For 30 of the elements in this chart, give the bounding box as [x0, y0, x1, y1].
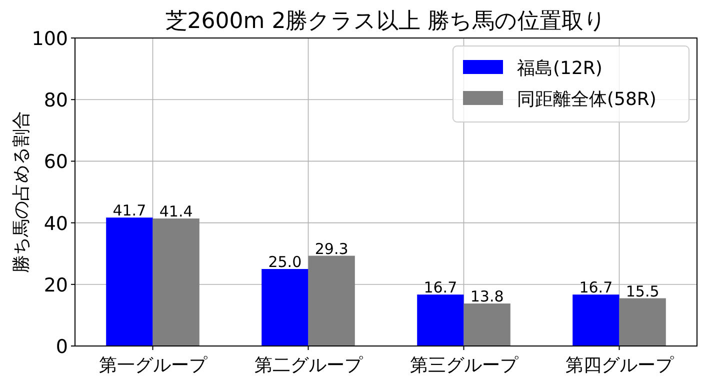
data-label: 13.8	[470, 287, 504, 306]
data-label: 16.7	[579, 278, 613, 297]
data-label: 41.4	[159, 202, 193, 220]
bar	[619, 298, 666, 346]
data-label: 29.3	[314, 240, 348, 258]
y-tick-label: 60	[44, 151, 68, 174]
bar	[106, 218, 153, 346]
bar	[262, 269, 308, 346]
bar	[308, 256, 355, 346]
data-label: 15.5	[626, 282, 660, 300]
y-tick-label: 100	[32, 28, 68, 50]
bar	[417, 294, 464, 346]
x-tick-label: 第四グループ	[565, 355, 674, 376]
y-tick-label: 20	[44, 274, 68, 296]
bar	[152, 218, 200, 346]
bar	[572, 294, 620, 346]
y-tick-label: 80	[44, 90, 68, 112]
data-label: 25.0	[268, 253, 302, 271]
legend-label: 福島(12R)	[517, 58, 602, 79]
y-axis-title: 勝ち馬の占める割合	[11, 111, 32, 273]
bar	[464, 303, 510, 346]
data-label: 41.7	[112, 202, 146, 220]
legend-label: 同距離全体(58R)	[517, 89, 656, 110]
x-tick-label: 第一グループ	[98, 355, 208, 376]
x-tick-label: 第三グループ	[410, 355, 519, 376]
x-tick-label: 第二グループ	[254, 355, 364, 376]
chart-title: 芝2600m 2勝クラス以上 勝ち馬の位置取り	[165, 9, 607, 34]
y-tick-label: 0	[56, 336, 68, 358]
y-tick-label: 40	[44, 212, 68, 235]
data-label: 16.7	[424, 278, 458, 297]
